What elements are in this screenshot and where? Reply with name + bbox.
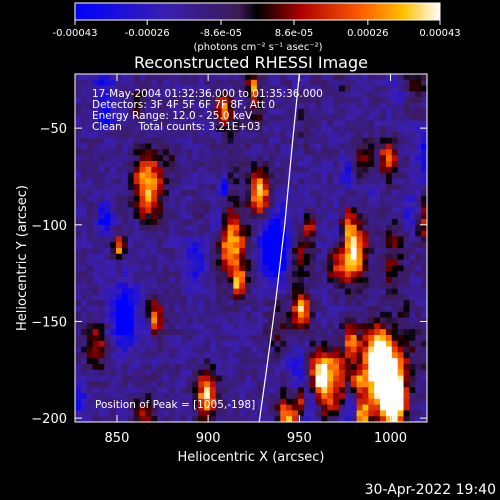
x-tick-label: 850 [105,431,130,446]
y-tick-label: −100 [31,219,67,234]
colorbar-tick-label: 8.6e-05 [275,28,313,39]
colorbar-tick-label: -0.00026 [125,28,170,39]
info-line-energy: Energy Range: 12.0 - 25.0 keV [92,110,253,122]
colorbar-tick-label: 0.00026 [347,28,388,39]
colorbar-title: (photons cm⁻² s⁻¹ asec⁻²) [193,42,322,53]
solar-limb-curve [258,74,300,422]
x-tick-label: 1000 [374,431,407,446]
footer-timestamp: 30-Apr-2022 19:40 [365,482,496,498]
y-axis-title: Heliocentric Y (arcsec) [15,185,30,331]
info-line-clean: Clean Total counts: 3.21E+03 [92,121,261,133]
y-axis-ticks: −50 −100 −150 −200 [31,122,427,427]
info-line-detectors: Detectors: 3F 4F 5F 6F 7F 8F, Att 0 [92,99,275,111]
x-tick-label: 900 [196,431,221,446]
y-tick-label: −200 [31,412,67,427]
peak-position-label: Position of Peak = [1005,-198] [95,399,255,411]
heatmap-image [75,74,427,422]
observation-info: 17-May-2004 01:32:36.000 to 01:35:36.000… [92,88,323,133]
info-line-time: 17-May-2004 01:32:36.000 to 01:35:36.000 [92,88,323,100]
colorbar-tick-label: -0.00043 [53,28,98,39]
chart-title: Reconstructed RHESSI Image [134,53,368,72]
colorbar-ticks: -0.00043 -0.00026 -8.6e-05 8.6e-05 0.00026 0.… [53,20,461,39]
x-axis-title: Heliocentric X (arcsec) [178,450,325,465]
colorbar-tick-label: 0.00043 [419,28,460,39]
y-tick-label: −150 [31,315,67,330]
x-tick-label: 950 [287,431,312,446]
plot-frame [74,73,428,423]
colorbar-tick-label: -8.6e-05 [200,28,242,39]
y-tick-label: −50 [40,122,67,137]
x-axis-ticks: 850 900 950 1000 [105,74,407,446]
colorbar [74,2,441,21]
